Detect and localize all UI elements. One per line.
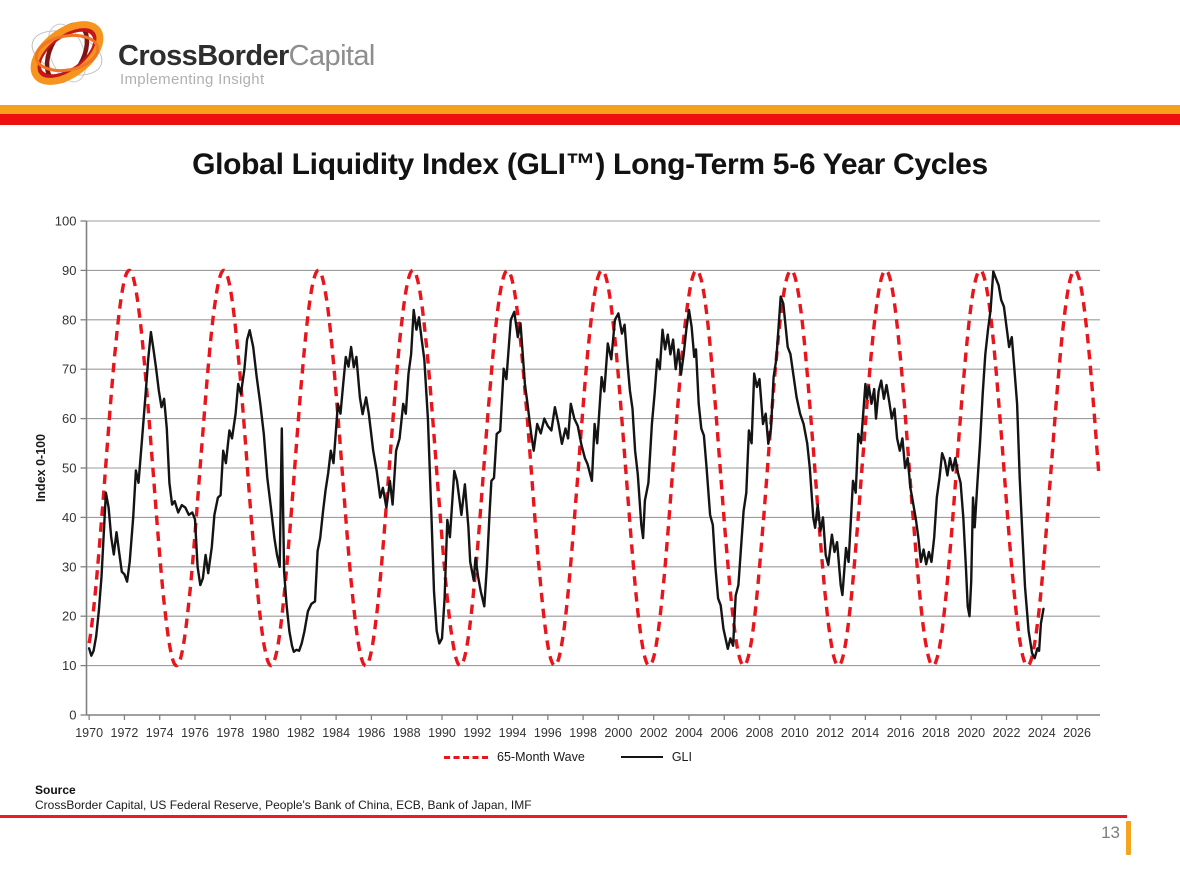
red-accent-bar (0, 114, 1180, 125)
brand-name-bold: CrossBorder (118, 40, 289, 72)
page-number-accent-bar (1126, 821, 1131, 855)
legend-item-gli: GLI (620, 750, 692, 764)
x-tick-label: 2012 (816, 726, 844, 740)
wave-dashed-line-icon (444, 755, 489, 759)
x-tick-label: 1976 (181, 726, 209, 740)
gli-cycles-chart: 0 10 20 30 40 50 60 70 80 90 100 1970 1972 1974 1976 19… (34, 214, 1101, 740)
x-tick-label: 2004 (675, 726, 703, 740)
gli-solid-line-icon (620, 756, 663, 758)
x-tick-label: 2020 (957, 726, 985, 740)
x-tick-label: 1988 (393, 726, 421, 740)
chart-legend: 65-Month Wave GLI (0, 750, 1136, 764)
orange-accent-bar (0, 105, 1180, 114)
gli-series-line (87, 270, 1045, 660)
y-tick-label: 70 (62, 362, 76, 377)
y-tick-label: 20 (62, 609, 76, 624)
x-tick-label: 2018 (922, 726, 950, 740)
y-axis-title: Index 0-100 (34, 434, 48, 502)
source-label: Source (35, 783, 76, 797)
x-tick-label: 1982 (287, 726, 315, 740)
x-tick-label: 1986 (358, 726, 386, 740)
x-tick-label: 2026 (1063, 726, 1091, 740)
y-tick-label: 0 (69, 708, 76, 723)
x-tick-label: 1970 (75, 726, 103, 740)
y-tick-label: 50 (62, 461, 76, 476)
x-tick-label: 2010 (781, 726, 809, 740)
brand-name-light: Capital (288, 40, 376, 72)
x-tick-label: 2006 (710, 726, 738, 740)
y-tick-label: 100 (55, 214, 77, 229)
x-tick-label: 2000 (604, 726, 632, 740)
header: CrossBorderCapital Implementing Insight (0, 0, 1180, 105)
y-tick-label: 60 (62, 411, 76, 426)
x-tick-label: 1980 (252, 726, 280, 740)
source-text: CrossBorder Capital, US Federal Reserve,… (35, 798, 532, 812)
legend-item-wave: 65-Month Wave (444, 750, 585, 764)
x-tick-label: 1974 (146, 726, 174, 740)
x-tick-label: 1994 (499, 726, 527, 740)
y-tick-label: 30 (62, 559, 76, 574)
crossborder-logo-icon (30, 21, 104, 85)
x-tick-label: 1998 (569, 726, 597, 740)
page-title: Global Liquidity Index (GLI™) Long-Term … (192, 148, 988, 181)
x-tick-label: 1996 (534, 726, 562, 740)
x-tick-label: 2002 (640, 726, 668, 740)
x-tick-label: 1984 (322, 726, 350, 740)
page-number: 13 (1101, 823, 1120, 842)
y-tick-label: 40 (62, 510, 76, 525)
legend-label-gli: GLI (671, 750, 692, 764)
x-tick-label: 2008 (746, 726, 774, 740)
x-tick-label: 1992 (463, 726, 491, 740)
x-tick-label: 2024 (1028, 726, 1056, 740)
x-tick-label: 1978 (216, 726, 244, 740)
brand-tagline: Implementing Insight (120, 71, 265, 88)
y-tick-label: 10 (62, 658, 76, 673)
y-tick-label: 80 (62, 312, 76, 327)
x-tick-label: 2016 (887, 726, 915, 740)
x-tick-label: 2022 (993, 726, 1021, 740)
x-tick-label: 2014 (851, 726, 879, 740)
x-tick-label: 1972 (111, 726, 139, 740)
footer-divider-line (0, 815, 1127, 818)
x-tick-label: 1990 (428, 726, 456, 740)
legend-label-wave: 65-Month Wave (497, 750, 585, 764)
brand-name: CrossBorderCapital (118, 40, 375, 73)
y-tick-label: 90 (62, 263, 76, 278)
